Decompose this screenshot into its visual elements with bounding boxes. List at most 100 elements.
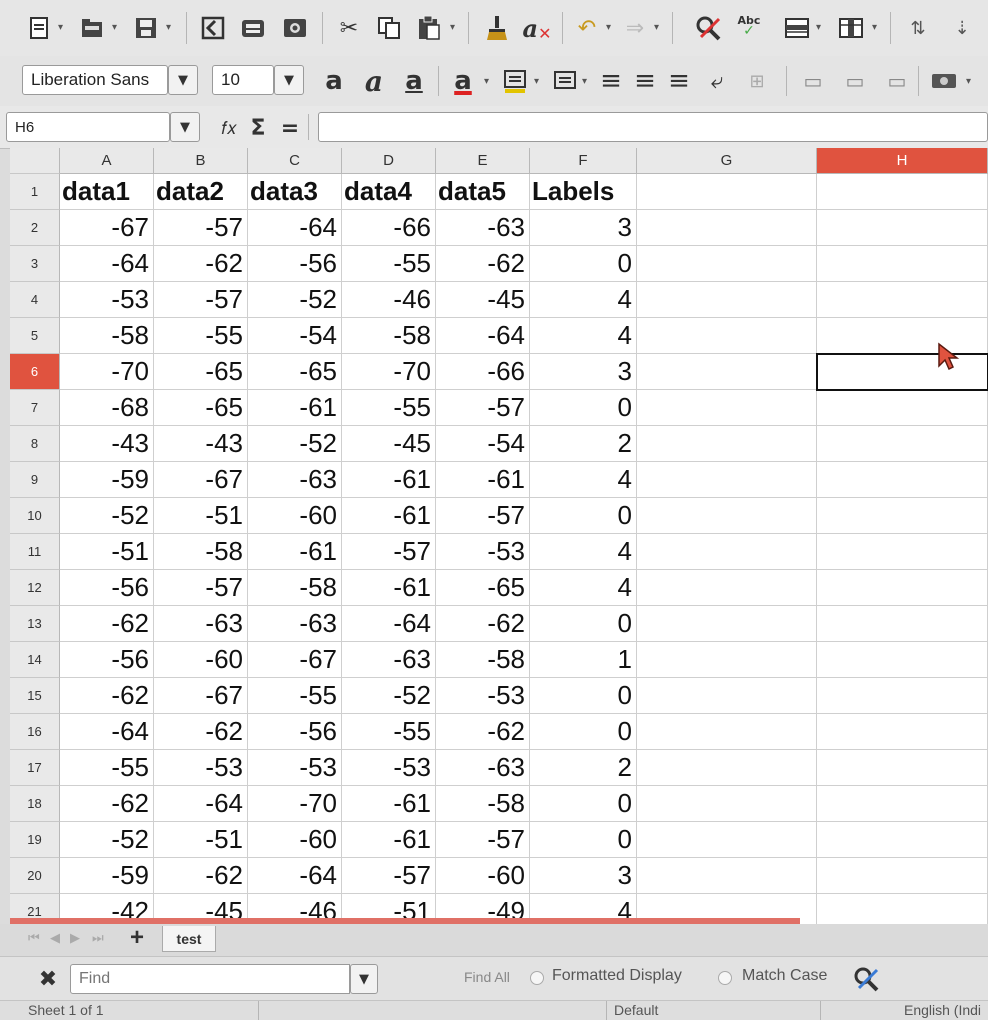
data-cell[interactable]	[637, 534, 817, 570]
data-cell[interactable]: -51	[154, 498, 248, 534]
data-cell[interactable]: -57	[154, 282, 248, 318]
data-cell[interactable]	[637, 858, 817, 894]
data-cell[interactable]: -45	[342, 426, 436, 462]
data-cell[interactable]: -53	[60, 282, 154, 318]
data-cell[interactable]: -61	[248, 534, 342, 570]
row-header-19[interactable]: 19	[10, 822, 60, 858]
data-cell[interactable]	[817, 354, 988, 390]
data-cell[interactable]	[817, 498, 988, 534]
column-header-b[interactable]: B	[154, 148, 248, 174]
data-cell[interactable]: -52	[248, 282, 342, 318]
row-header-16[interactable]: 16	[10, 714, 60, 750]
align-top-icon[interactable]: ▭	[803, 69, 823, 93]
data-cell[interactable]: 4	[530, 318, 637, 354]
data-cell[interactable]: -58	[436, 642, 530, 678]
data-cell[interactable]: -67	[154, 678, 248, 714]
row-header-20[interactable]: 20	[10, 858, 60, 894]
data-cell[interactable]: -61	[342, 462, 436, 498]
data-cell[interactable]: -57	[436, 390, 530, 426]
data-cell[interactable]	[637, 390, 817, 426]
data-cell[interactable]: 4	[530, 282, 637, 318]
data-cell[interactable]: -52	[60, 498, 154, 534]
data-cell[interactable]: -53	[248, 750, 342, 786]
first-sheet-icon[interactable]: ⏮	[28, 930, 40, 945]
data-cell[interactable]	[817, 282, 988, 318]
data-cell[interactable]: 1	[530, 642, 637, 678]
row-header-18[interactable]: 18	[10, 786, 60, 822]
chevron-down-icon[interactable]: ▾	[582, 76, 588, 87]
data-cell[interactable]	[817, 570, 988, 606]
data-cell[interactable]: 4	[530, 462, 637, 498]
data-cell[interactable]: -60	[248, 498, 342, 534]
background-color-icon[interactable]	[550, 65, 580, 97]
data-cell[interactable]	[637, 318, 817, 354]
row-header-17[interactable]: 17	[10, 750, 60, 786]
close-icon[interactable]: ✖	[38, 966, 58, 992]
add-sheet-icon[interactable]: +	[130, 924, 145, 951]
data-cell[interactable]	[637, 750, 817, 786]
select-all-corner[interactable]	[10, 148, 60, 174]
data-cell[interactable]: -59	[60, 858, 154, 894]
data-cell[interactable]	[817, 678, 988, 714]
data-cell[interactable]	[817, 246, 988, 282]
data-cell[interactable]: -60	[248, 822, 342, 858]
data-cell[interactable]: -65	[248, 354, 342, 390]
data-cell[interactable]	[637, 894, 817, 924]
data-cell[interactable]	[817, 318, 988, 354]
font-name-combo[interactable]: Liberation Sans	[22, 65, 168, 95]
data-cell[interactable]: -62	[436, 606, 530, 642]
cut-icon[interactable]: ✂	[339, 15, 359, 41]
chevron-down-icon[interactable]: ▼	[168, 65, 198, 95]
data-cell[interactable]: -52	[248, 426, 342, 462]
column-header-a[interactable]: A	[60, 148, 154, 174]
chevron-down-icon[interactable]: ▾	[58, 22, 64, 33]
font-size-combo[interactable]: 10	[212, 65, 274, 95]
data-cell[interactable]: -63	[436, 210, 530, 246]
column-header-d[interactable]: D	[342, 148, 436, 174]
data-cell[interactable]: -62	[154, 246, 248, 282]
column-header-h[interactable]: H	[817, 148, 988, 174]
row-header-13[interactable]: 13	[10, 606, 60, 642]
find-all-button[interactable]: Find All	[464, 969, 510, 985]
data-cell[interactable]: -55	[60, 750, 154, 786]
data-cell[interactable]: -62	[60, 678, 154, 714]
data-cell[interactable]: -62	[60, 786, 154, 822]
data-cell[interactable]: -64	[248, 210, 342, 246]
data-cell[interactable]	[637, 246, 817, 282]
data-cell[interactable]: -53	[436, 678, 530, 714]
row-header-3[interactable]: 3	[10, 246, 60, 282]
data-cell[interactable]: -64	[60, 714, 154, 750]
data-cell[interactable]: 0	[530, 246, 637, 282]
data-cell[interactable]: -61	[342, 498, 436, 534]
column-title-cell[interactable]: data1	[60, 174, 154, 210]
sheet-tab-test[interactable]: test	[162, 926, 216, 952]
data-cell[interactable]	[637, 462, 817, 498]
data-cell[interactable]: 4	[530, 534, 637, 570]
data-cell[interactable]: 4	[530, 894, 637, 924]
data-cell[interactable]: -58	[154, 534, 248, 570]
formula-icon[interactable]: =	[280, 115, 300, 141]
data-cell[interactable]	[817, 786, 988, 822]
font-color-button[interactable]: a	[454, 66, 472, 96]
data-cell[interactable]: -66	[342, 210, 436, 246]
data-cell[interactable]: -53	[154, 750, 248, 786]
sort-desc-icon[interactable]: ⇣	[954, 17, 970, 39]
data-cell[interactable]: -70	[342, 354, 436, 390]
data-cell[interactable]: -62	[154, 714, 248, 750]
column-header-f[interactable]: F	[530, 148, 637, 174]
data-cell[interactable]	[817, 822, 988, 858]
italic-button[interactable]: a	[364, 64, 384, 98]
row-header-8[interactable]: 8	[10, 426, 60, 462]
data-cell[interactable]: -67	[248, 642, 342, 678]
row-header-5[interactable]: 5	[10, 318, 60, 354]
number-format-currency-icon[interactable]	[928, 65, 960, 97]
data-cell[interactable]: -61	[248, 390, 342, 426]
data-cell[interactable]: -43	[154, 426, 248, 462]
align-middle-icon[interactable]: ▭	[845, 69, 865, 93]
data-cell[interactable]: -70	[248, 786, 342, 822]
data-cell[interactable]: -58	[60, 318, 154, 354]
data-cell[interactable]: -56	[248, 714, 342, 750]
chevron-down-icon[interactable]: ▼	[170, 112, 200, 142]
row-header-12[interactable]: 12	[10, 570, 60, 606]
next-sheet-icon[interactable]: ▶	[70, 930, 80, 945]
